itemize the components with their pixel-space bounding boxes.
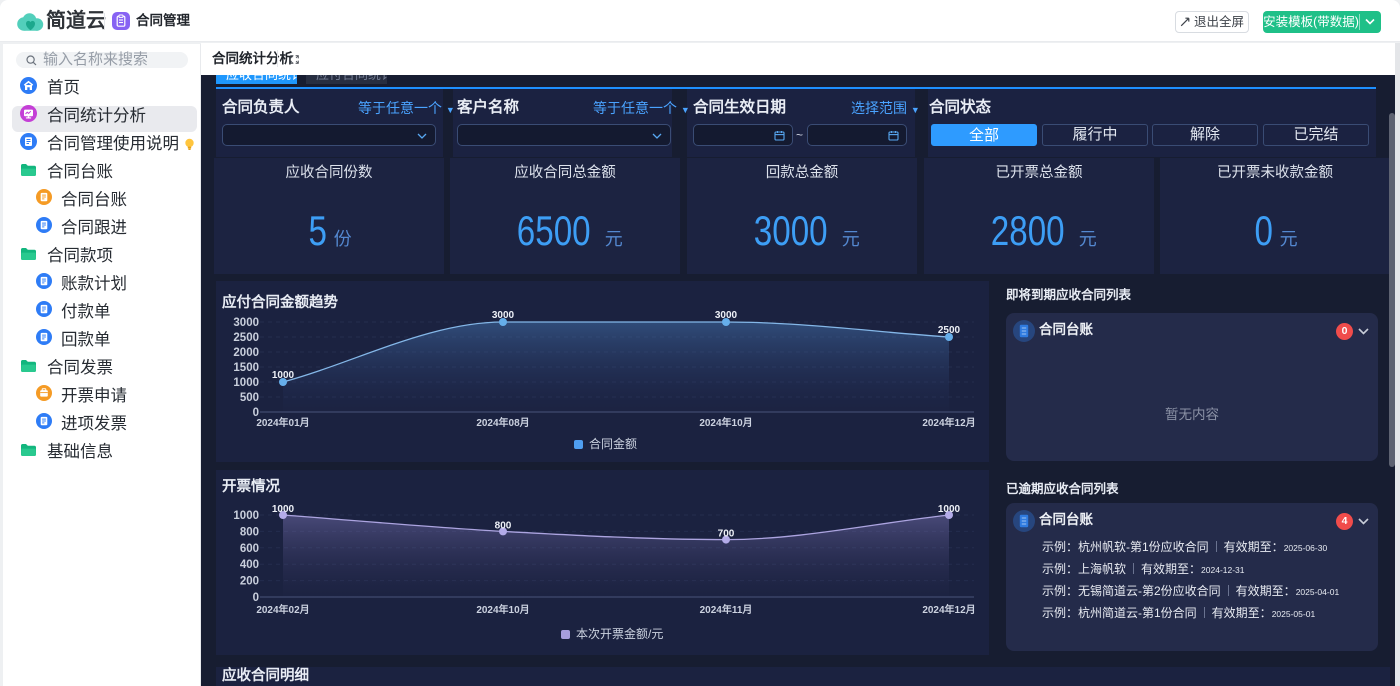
svg-text:2024年11月: 2024年11月: [700, 603, 753, 616]
svg-text:2024年12月: 2024年12月: [922, 603, 975, 616]
svg-text:700: 700: [718, 529, 735, 540]
svg-text:200: 200: [240, 576, 259, 588]
svg-text:2500: 2500: [938, 325, 961, 336]
svg-text:3000: 3000: [715, 310, 738, 321]
svg-text:1000: 1000: [272, 504, 295, 515]
svg-text:3000: 3000: [492, 310, 515, 321]
svg-text:2024年10月: 2024年10月: [476, 603, 529, 616]
svg-text:1000: 1000: [938, 504, 961, 515]
svg-text:600: 600: [240, 543, 259, 555]
svg-text:1000: 1000: [272, 370, 295, 381]
svg-text:2024年08月: 2024年08月: [476, 416, 529, 429]
svg-text:3000: 3000: [233, 317, 259, 329]
svg-text:1500: 1500: [233, 362, 259, 374]
svg-text:1000: 1000: [233, 510, 259, 522]
svg-text:1000: 1000: [233, 377, 259, 389]
svg-text:800: 800: [240, 526, 259, 538]
svg-text:2500: 2500: [233, 332, 259, 344]
svg-text:2024年12月: 2024年12月: [922, 416, 975, 429]
svg-text:0: 0: [253, 592, 259, 604]
svg-text:400: 400: [240, 559, 259, 571]
svg-text:2024年10月: 2024年10月: [699, 416, 752, 429]
svg-text:2000: 2000: [233, 347, 259, 359]
svg-text:2024年01月: 2024年01月: [256, 416, 309, 429]
svg-text:500: 500: [240, 392, 259, 404]
svg-text:2024年02月: 2024年02月: [256, 603, 309, 616]
svg-text:0: 0: [253, 407, 259, 419]
svg-text:800: 800: [495, 520, 512, 531]
